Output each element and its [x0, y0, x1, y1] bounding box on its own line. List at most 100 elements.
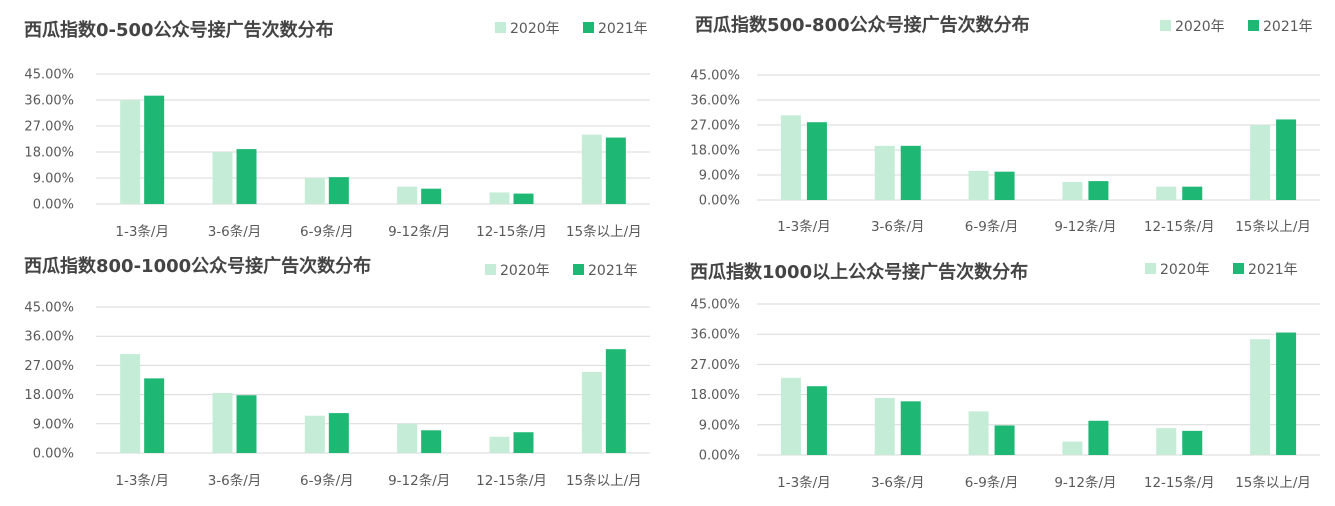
bar-2021 — [1276, 119, 1297, 200]
bar-2021 — [605, 137, 626, 204]
chart-title: 西瓜指数800-1000公众号接广告次数分布 — [24, 255, 371, 277]
bar-2020 — [968, 411, 989, 455]
chart-svg: 西瓜指数500-800公众号接广告次数分布 2020年 2021年 0.00% 9.00… — [690, 14, 1320, 235]
category-label: 3-6条/月 — [871, 218, 925, 235]
bar-2020 — [1156, 186, 1177, 200]
category-label: 1-3条/月 — [777, 474, 831, 491]
bar-2021 — [513, 432, 534, 453]
bar-2021 — [900, 145, 921, 200]
legend-label-2021: 2021年 — [1263, 19, 1313, 35]
y-tick-label: 36.00% — [24, 94, 74, 109]
y-tick-label: 9.00% — [33, 172, 74, 187]
category-label: 1-3条/月 — [777, 218, 831, 235]
legend-swatch-2021 — [1233, 263, 1244, 274]
bar-2021 — [236, 149, 257, 204]
legend-label-2021: 2021年 — [1248, 262, 1298, 278]
bar-2021 — [806, 386, 827, 455]
y-tick-label: 9.00% — [33, 417, 74, 432]
bar-2020 — [489, 436, 510, 453]
legend-label-2020: 2020年 — [1175, 19, 1225, 35]
bar-2021 — [328, 177, 349, 204]
bar-2020 — [1250, 125, 1271, 200]
bar-2021 — [994, 425, 1015, 455]
y-tick-label: 9.00% — [699, 418, 740, 433]
bar-2020 — [874, 145, 895, 200]
category-label: 6-9条/月 — [300, 472, 354, 489]
bar-2020 — [780, 115, 801, 200]
category-label: 6-9条/月 — [965, 218, 1019, 235]
bar-2020 — [212, 392, 233, 453]
category-label: 3-6条/月 — [208, 472, 262, 489]
bar-2020 — [397, 186, 418, 204]
y-tick-label: 9.00% — [699, 169, 740, 184]
y-tick-label: 18.00% — [690, 388, 740, 403]
category-label: 6-9条/月 — [300, 223, 354, 240]
legend-label-2021: 2021年 — [598, 21, 648, 37]
y-tick-label: 36.00% — [690, 94, 740, 109]
bar-2021 — [806, 122, 827, 200]
bar-2021 — [421, 430, 442, 453]
category-label: 15条以上/月 — [566, 472, 642, 489]
bar-2020 — [1156, 428, 1177, 455]
legend-swatch-2020 — [1160, 20, 1171, 31]
category-label: 12-15条/月 — [1144, 218, 1215, 235]
category-label: 9-12条/月 — [1054, 218, 1116, 235]
bar-2020 — [212, 152, 233, 204]
category-label: 9-12条/月 — [1054, 474, 1116, 491]
bar-2020 — [1062, 441, 1083, 455]
bar-2020 — [874, 397, 895, 455]
bar-2021 — [994, 171, 1015, 200]
bar-2021 — [144, 378, 165, 453]
y-tick-label: 27.00% — [24, 359, 74, 374]
legend-swatch-2021 — [573, 264, 584, 275]
bar-2021 — [236, 395, 257, 453]
bar-2021 — [144, 95, 165, 204]
y-tick-label: 36.00% — [690, 328, 740, 343]
bar-2021 — [328, 413, 349, 453]
chart-panel-0-500: 西瓜指数0-500公众号接广告次数分布 2020年 2021年 0.00% 9.00% 1… — [0, 0, 665, 250]
bar-2021 — [513, 193, 534, 204]
bar-2020 — [780, 377, 801, 455]
legend-swatch-2020 — [1145, 263, 1156, 274]
category-label: 1-3条/月 — [115, 472, 169, 489]
category-label: 6-9条/月 — [965, 474, 1019, 491]
category-label: 15条以上/月 — [1235, 474, 1311, 491]
bar-2020 — [1062, 181, 1083, 200]
chart-title: 西瓜指数0-500公众号接广告次数分布 — [24, 19, 334, 41]
bar-2020 — [968, 170, 989, 200]
category-label: 3-6条/月 — [208, 223, 262, 240]
chart-svg: 西瓜指数1000以上公众号接广告次数分布 2020年 2021年 0.00% 9.00%… — [690, 261, 1320, 491]
bar-2020 — [304, 415, 325, 453]
y-tick-label: 0.00% — [699, 194, 740, 209]
bar-2021 — [1088, 420, 1109, 455]
y-tick-label: 27.00% — [24, 120, 74, 135]
bar-2021 — [605, 349, 626, 453]
bar-2020 — [397, 423, 418, 453]
bar-2021 — [1182, 430, 1203, 455]
bar-2020 — [1250, 339, 1271, 455]
bar-2021 — [900, 401, 921, 455]
category-label: 3-6条/月 — [871, 474, 925, 491]
legend-swatch-2021 — [1248, 20, 1259, 31]
legend-swatch-2020 — [485, 264, 496, 275]
y-tick-label: 45.00% — [690, 298, 740, 313]
legend-label-2020: 2020年 — [500, 263, 550, 279]
y-tick-label: 27.00% — [690, 119, 740, 134]
legend-label-2020: 2020年 — [510, 21, 560, 37]
chart-svg: 西瓜指数0-500公众号接广告次数分布 2020年 2021年 0.00% 9.00% 1… — [24, 19, 650, 240]
bar-2020 — [489, 192, 510, 204]
bar-2021 — [1182, 186, 1203, 200]
chart-panel-1000-plus: 西瓜指数1000以上公众号接广告次数分布 2020年 2021年 0.00% 9.00%… — [665, 250, 1335, 506]
bar-2021 — [1276, 332, 1297, 455]
category-label: 15条以上/月 — [566, 223, 642, 240]
category-label: 12-15条/月 — [476, 223, 547, 240]
legend-swatch-2021 — [583, 22, 594, 33]
bar-2020 — [304, 178, 325, 204]
y-tick-label: 18.00% — [24, 146, 74, 161]
y-tick-label: 0.00% — [33, 447, 74, 462]
bar-2021 — [421, 188, 442, 204]
chart-svg: 西瓜指数800-1000公众号接广告次数分布 2020年 2021年 0.00% 9.0… — [24, 255, 650, 489]
legend-swatch-2020 — [495, 22, 506, 33]
legend-label-2021: 2021年 — [588, 263, 638, 279]
category-label: 1-3条/月 — [115, 223, 169, 240]
